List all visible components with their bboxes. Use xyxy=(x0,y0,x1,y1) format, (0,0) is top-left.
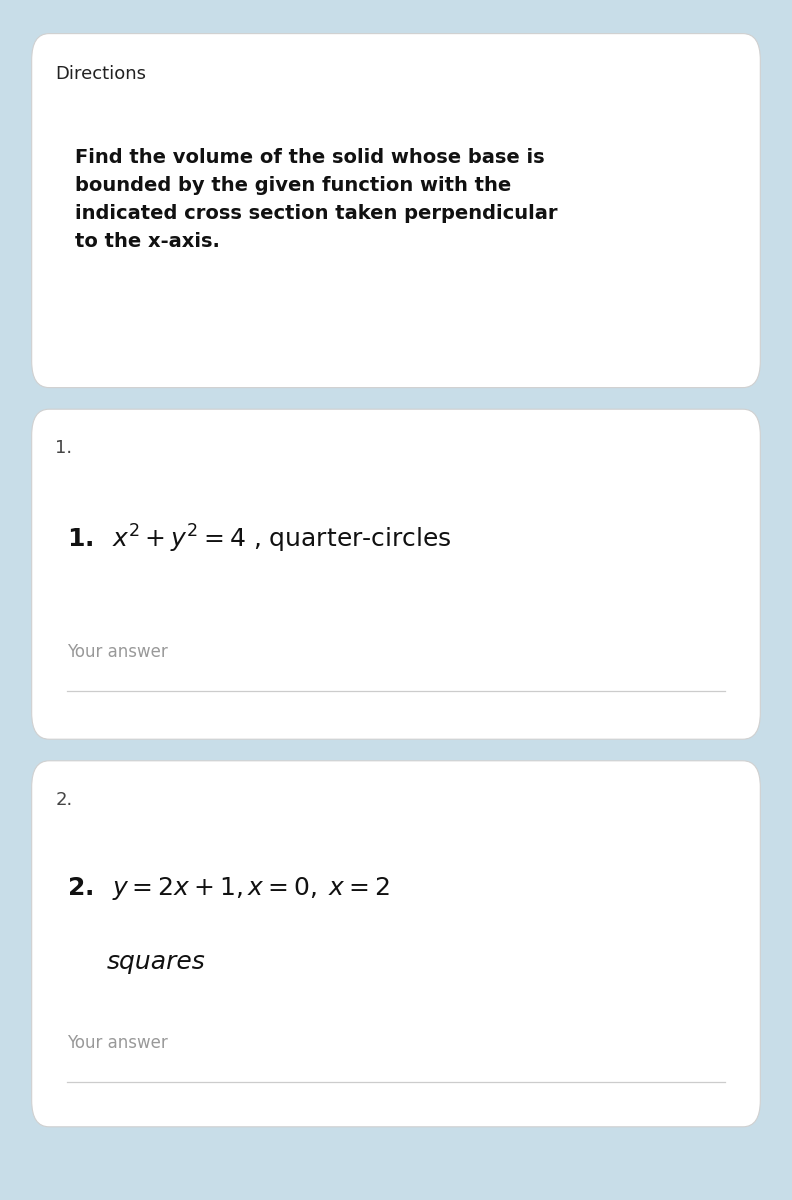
Text: 1.: 1. xyxy=(55,439,73,457)
Text: Your answer: Your answer xyxy=(67,1034,168,1052)
Text: squares: squares xyxy=(107,950,206,974)
FancyBboxPatch shape xyxy=(32,409,760,739)
FancyBboxPatch shape xyxy=(32,761,760,1127)
Text: Directions: Directions xyxy=(55,65,147,83)
Text: $\mathbf{1.}\;\; x^2 + y^2 = 4$ , quarter-circles: $\mathbf{1.}\;\; x^2 + y^2 = 4$ , quarte… xyxy=(67,523,452,556)
FancyBboxPatch shape xyxy=(32,34,760,388)
Text: Your answer: Your answer xyxy=(67,643,168,661)
Text: $\mathbf{2.}\;\; y = 2x + 1, x = 0,\; x = 2$: $\mathbf{2.}\;\; y = 2x + 1, x = 0,\; x … xyxy=(67,875,390,902)
Text: Find the volume of the solid whose base is
bounded by the given function with th: Find the volume of the solid whose base … xyxy=(75,148,558,251)
Text: 2.: 2. xyxy=(55,791,73,809)
